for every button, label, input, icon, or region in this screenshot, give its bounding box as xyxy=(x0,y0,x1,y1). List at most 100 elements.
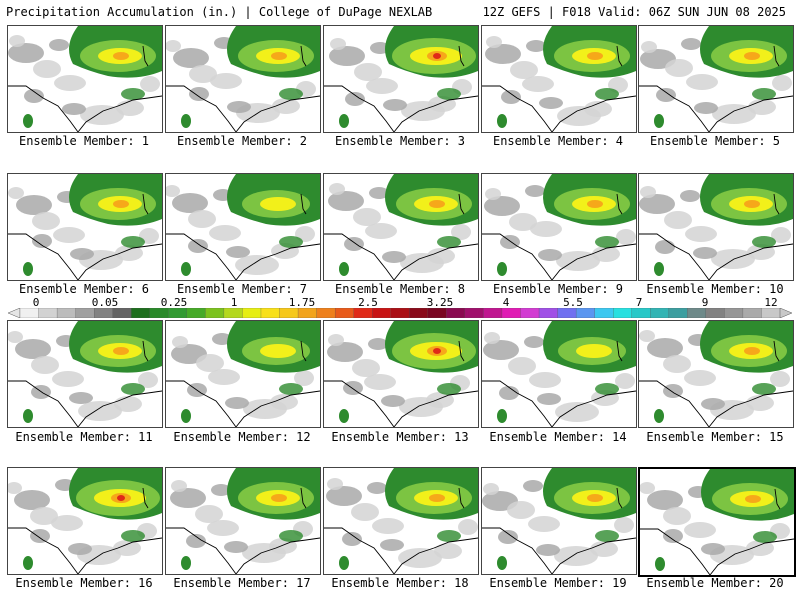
member-caption-1: Ensemble Member: 1 xyxy=(18,134,150,148)
member-caption-3: Ensemble Member: 3 xyxy=(334,134,466,148)
colorbar-tick-label: 0.05 xyxy=(91,296,119,309)
colorbar-swatch xyxy=(668,308,688,318)
member-map-9 xyxy=(482,174,636,280)
member-panel-17[interactable] xyxy=(165,467,321,575)
colorbar-swatch xyxy=(594,308,614,318)
colorbar-tick-label: 0 xyxy=(32,296,40,309)
colorbar-tick-label: 1 xyxy=(230,296,238,309)
colorbar-swatch xyxy=(38,308,58,318)
member-caption-6: Ensemble Member: 6 xyxy=(18,282,150,296)
colorbar-swatch xyxy=(112,308,132,318)
member-panel-10[interactable] xyxy=(638,173,794,281)
colorbar-swatch xyxy=(613,308,633,318)
member-map-10 xyxy=(639,174,793,280)
member-caption-13: Ensemble Member: 13 xyxy=(331,430,469,444)
member-map-2 xyxy=(166,26,320,132)
member-caption-14: Ensemble Member: 14 xyxy=(489,430,627,444)
colorbar-swatch xyxy=(334,308,355,318)
colorbar-swatch xyxy=(75,308,95,318)
member-panel-20[interactable] xyxy=(638,467,796,577)
member-caption-20: Ensemble Member: 20 xyxy=(646,576,784,590)
colorbar-swatch xyxy=(742,308,763,318)
member-map-19 xyxy=(482,468,636,574)
colorbar-swatch xyxy=(242,308,262,318)
member-panel-14[interactable] xyxy=(481,320,637,428)
colorbar-legend: 0 0.05 0.25 1 1.75 2.5 3.25 4 5.5 7 9 12 xyxy=(8,296,792,320)
member-panel-2[interactable] xyxy=(165,25,321,133)
colorbar-swatch xyxy=(260,308,281,318)
colorbar-swatch xyxy=(279,308,299,318)
member-map-3 xyxy=(324,26,478,132)
colorbar-swatch xyxy=(186,308,206,318)
colorbar-swatch xyxy=(56,308,77,318)
member-map-7 xyxy=(166,174,320,280)
member-caption-7: Ensemble Member: 7 xyxy=(176,282,308,296)
colorbar-tick-label: 7 xyxy=(635,296,643,309)
member-panel-7[interactable] xyxy=(165,173,321,281)
member-panel-8[interactable] xyxy=(323,173,479,281)
colorbar-tick-label: 0.25 xyxy=(160,296,188,309)
colorbar-tick-label: 3.25 xyxy=(426,296,454,309)
header-title: Precipitation Accumulation (in.) | Colle… xyxy=(6,5,433,19)
member-panel-12[interactable] xyxy=(165,320,321,428)
colorbar-swatch xyxy=(687,308,707,318)
colorbar-tick-label: 4 xyxy=(502,296,510,309)
colorbar-swatch xyxy=(557,308,577,318)
member-panel-15[interactable] xyxy=(638,320,794,428)
member-map-12 xyxy=(166,321,320,427)
member-caption-18: Ensemble Member: 18 xyxy=(331,576,469,590)
member-map-20 xyxy=(640,469,794,575)
member-caption-17: Ensemble Member: 17 xyxy=(173,576,311,590)
colorbar-swatch xyxy=(501,308,522,318)
colorbar-swatch xyxy=(650,308,670,318)
member-map-6 xyxy=(8,174,162,280)
member-panel-4[interactable] xyxy=(481,25,637,133)
member-panel-16[interactable] xyxy=(7,467,163,575)
colorbar-swatch xyxy=(409,308,429,318)
colorbar-swatch xyxy=(575,308,596,318)
colorbar-swatch xyxy=(427,308,447,318)
member-map-5 xyxy=(639,26,793,132)
colorbar-swatch xyxy=(705,308,725,318)
member-caption-11: Ensemble Member: 11 xyxy=(15,430,153,444)
member-map-18 xyxy=(324,468,478,574)
member-panel-3[interactable] xyxy=(323,25,479,133)
colorbar-swatch xyxy=(19,308,40,318)
member-map-1 xyxy=(8,26,162,132)
member-caption-2: Ensemble Member: 2 xyxy=(176,134,308,148)
colorbar-swatch xyxy=(390,308,410,318)
colorbar-swatch xyxy=(93,308,114,318)
member-panel-5[interactable] xyxy=(638,25,794,133)
member-panel-11[interactable] xyxy=(7,320,163,428)
colorbar-swatch xyxy=(353,308,373,318)
colorbar-swatch xyxy=(205,308,225,318)
colorbar-swatch xyxy=(316,308,336,318)
member-panel-1[interactable] xyxy=(7,25,163,133)
member-caption-10: Ensemble Member: 10 xyxy=(646,282,784,296)
member-caption-15: Ensemble Member: 15 xyxy=(646,430,784,444)
member-panel-6[interactable] xyxy=(7,173,163,281)
member-panel-19[interactable] xyxy=(481,467,637,575)
member-caption-9: Ensemble Member: 9 xyxy=(492,282,624,296)
colorbar-swatch xyxy=(631,308,651,318)
member-panel-13[interactable] xyxy=(323,320,479,428)
member-caption-12: Ensemble Member: 12 xyxy=(173,430,311,444)
colorbar-tick-label: 1.75 xyxy=(288,296,316,309)
member-map-17 xyxy=(166,468,320,574)
colorbar-swatch xyxy=(372,308,392,318)
colorbar-swatch xyxy=(724,308,744,318)
member-caption-16: Ensemble Member: 16 xyxy=(15,576,153,590)
member-map-11 xyxy=(8,321,162,427)
colorbar-swatch xyxy=(297,308,318,318)
member-map-8 xyxy=(324,174,478,280)
colorbar-tick-label: 9 xyxy=(701,296,709,309)
member-caption-5: Ensemble Member: 5 xyxy=(649,134,781,148)
colorbar-swatch xyxy=(131,308,151,318)
member-panel-9[interactable] xyxy=(481,173,637,281)
colorbar-swatches xyxy=(8,308,792,318)
member-panel-18[interactable] xyxy=(323,467,479,575)
member-caption-19: Ensemble Member: 19 xyxy=(489,576,627,590)
colorbar-swatch xyxy=(223,308,243,318)
member-map-16 xyxy=(8,468,162,574)
member-caption-4: Ensemble Member: 4 xyxy=(492,134,624,148)
